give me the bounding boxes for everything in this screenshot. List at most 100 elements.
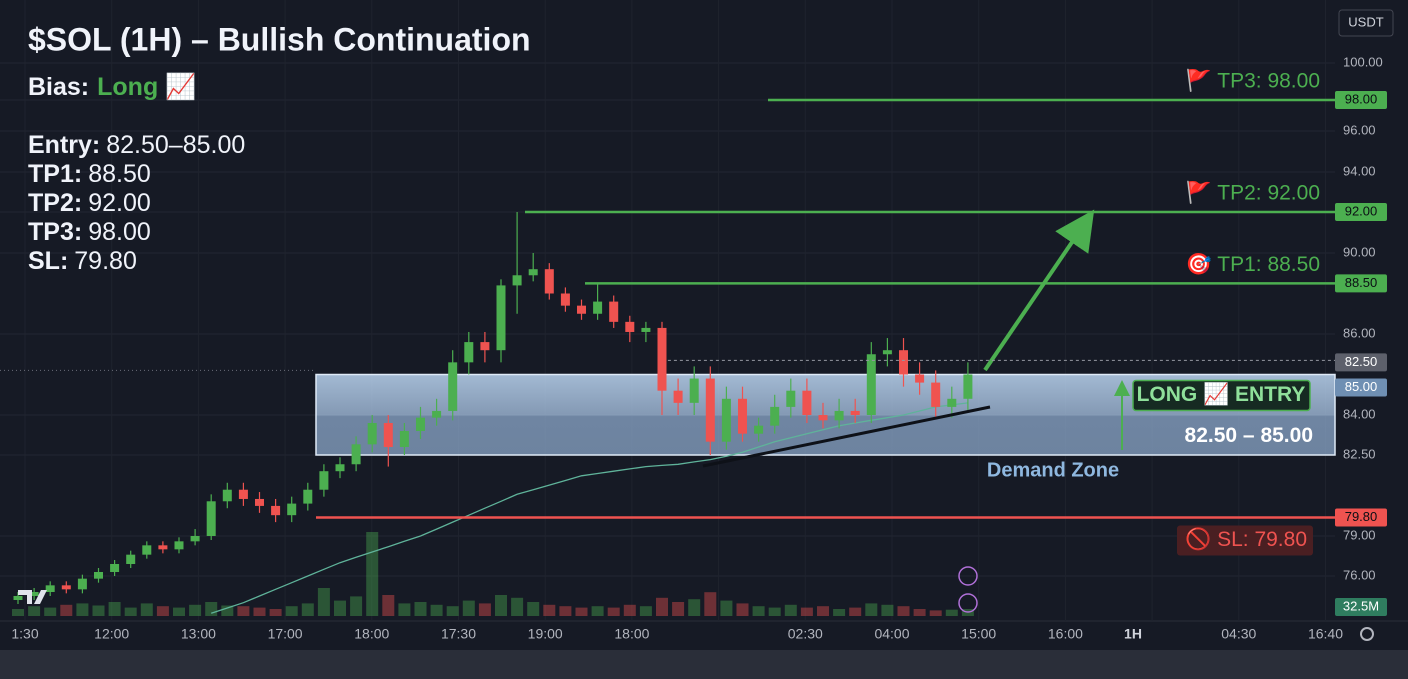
trendline [702, 405, 991, 468]
y-tick-label: 76.00 [1343, 567, 1376, 582]
tradingview-logo [18, 590, 47, 604]
y-tick-label: 90.00 [1343, 244, 1376, 259]
volume-bar [140, 603, 153, 616]
x-tick-label: 16:40 [1308, 626, 1343, 642]
candle-body [963, 374, 973, 399]
plan-label: SL: [28, 247, 68, 275]
candle-body [238, 489, 248, 499]
projection-arrow [983, 209, 1095, 372]
volume-bar [334, 600, 346, 616]
candle-body [255, 498, 264, 506]
candle-body [303, 489, 313, 504]
candle-body [448, 362, 458, 411]
event-icon[interactable] [958, 593, 978, 613]
candle-body [802, 390, 812, 415]
candle-body [689, 378, 699, 403]
volume-bar [221, 605, 234, 616]
plan-value: 82.50–85.00 [106, 131, 245, 159]
plan-line: Entry: 82.50–85.00 [28, 131, 245, 159]
candle-body [544, 269, 554, 294]
volume-bar [639, 606, 652, 616]
x-tick-label: 04:30 [1221, 626, 1256, 642]
candle-body [593, 301, 603, 314]
candle-body [126, 554, 136, 564]
volume-bar [301, 603, 314, 616]
volume-bar [849, 607, 862, 616]
overlay: 98.00 🚩 TP3: 98.00 92.00 🚩 TP2: 92.00 88.50 🎯… [0, 68, 1387, 616]
candle-body [673, 390, 683, 403]
plan-label: TP3: [28, 218, 82, 246]
candle-body [158, 545, 168, 550]
grid: 100.00 98.00 96.00 94.00 92.00 90.00 86.00 84.0… [0, 54, 1383, 642]
y-tick-label: 94.00 [1343, 163, 1376, 178]
candle-body [94, 572, 103, 579]
x-tick-label: 16:00 [1048, 626, 1083, 642]
candle-body [705, 378, 715, 442]
volume-bar [511, 597, 524, 616]
y-tick-label: 86.00 [1343, 325, 1376, 340]
y-tick-label: 79.00 [1343, 527, 1376, 542]
x-tick-label: 19:00 [528, 626, 563, 642]
volume-bar [720, 600, 733, 616]
volume-bar [623, 604, 636, 616]
volume-bar [382, 595, 395, 616]
volume-bar [575, 607, 588, 616]
volume-bar [688, 599, 701, 616]
interval-button[interactable]: 1H [1124, 626, 1142, 642]
level-text-box [1177, 525, 1313, 556]
volume-bar [430, 604, 443, 616]
candle-body [947, 398, 957, 407]
volume-bar [253, 607, 266, 616]
volume-bar [543, 604, 556, 616]
volume-bar [205, 602, 218, 616]
plan-line: TP2: 92.00 [28, 189, 151, 217]
plan-value: 98.00 [88, 218, 151, 246]
volume-bar [945, 609, 958, 616]
zone-tag-box [1335, 378, 1387, 397]
event-icon[interactable] [958, 566, 978, 586]
candle-body [432, 410, 442, 418]
annotations [18, 209, 1374, 641]
candle-body [512, 275, 522, 286]
moving-average [210, 402, 968, 614]
level-tag-box [1335, 508, 1387, 527]
zone-title-box [1132, 379, 1311, 412]
plan-line: TP3: 98.00 [28, 218, 151, 246]
volume-bar [784, 604, 797, 616]
candle-body [110, 564, 120, 572]
volume-bar [76, 603, 89, 616]
volume-bar [28, 606, 41, 616]
level-tag-box [1335, 203, 1387, 221]
candle-body [45, 585, 55, 592]
x-tick-label: 15:00 [961, 626, 996, 642]
volume-bar [656, 597, 668, 616]
x-tick-label: 02:30 [788, 626, 823, 642]
volume-bar [672, 602, 685, 616]
currency: USDT [1348, 14, 1383, 29]
candle-body [464, 342, 474, 363]
volume-bar [156, 606, 169, 616]
volume-bar [913, 609, 926, 616]
current-price-tag: 82.50 [1345, 354, 1378, 369]
candle-body [335, 464, 345, 472]
x-tick-label: 1:30 [11, 626, 38, 642]
volume-bar [768, 607, 781, 616]
candle-body [560, 293, 570, 306]
settings-icon[interactable] [1360, 627, 1374, 641]
volume-bar [800, 607, 813, 616]
volume-bar [527, 602, 540, 616]
candle-body [641, 327, 651, 332]
plot [12, 98, 1336, 616]
volume-bar [495, 595, 507, 616]
candle-body [287, 503, 297, 516]
currency-box[interactable] [1338, 9, 1394, 37]
zone-title: LONG 📈 ENTRY [1137, 381, 1306, 406]
current-price-tag-box [1335, 353, 1387, 372]
volume-bar [591, 606, 604, 616]
plan-label: TP1: [28, 160, 82, 188]
volume-bar [108, 602, 121, 616]
volume-bar [44, 607, 57, 616]
candle-body [351, 444, 361, 465]
